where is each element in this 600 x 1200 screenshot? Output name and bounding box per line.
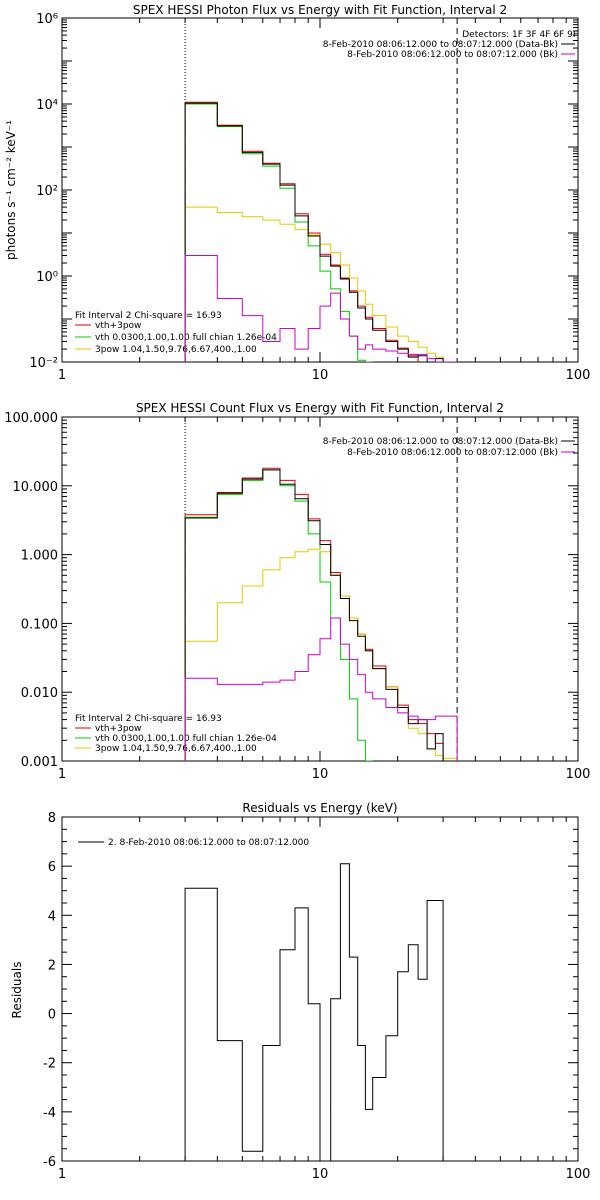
photon-series-data-bk [184,102,444,362]
residuals-y-tick-label: 8 [48,811,56,826]
count-flux-panel: SPEX HESSI Count Flux vs Energy with Fit… [4,401,590,782]
photon-series-3pow [184,206,458,362]
residuals-panel: Residuals vs Energy (keV) Residuals 2. 8… [10,801,590,1182]
photon-fit-legend-thermal: vth 0.0300,1.00,1.00 full chian 1.26e-04 [95,333,277,343]
residuals-legend-label: 2. 8-Feb-2010 08:06:12.000 to 08:07:12.0… [108,838,309,848]
photon-x-tick-label: 1 [58,368,66,383]
count-y-tick-label: 1.000 [21,549,58,564]
count-x-tick-label: 100 [566,767,591,782]
residuals-y-tick-label: -4 [43,1106,56,1121]
photon-series-vth-3pow [184,101,419,362]
count-chart-title: SPEX HESSI Count Flux vs Energy with Fit… [136,401,504,415]
count-y-tick-label: 10.000 [13,480,59,495]
count-series-3pow [184,548,458,761]
count-fit-legend-header: Fit Interval 2 Chi-square = 16.93 [75,714,222,724]
photon-y-tick-label: 10⁴ [36,98,58,113]
photon-legend-bk: 8-Feb-2010 08:06:12.000 to 08:07:12.000 … [347,50,558,60]
photon-fit-legend-powerlaw: 3pow 1.04,1.50,9.76,6.67,400.,1.00 [95,345,257,355]
count-series-data-bk [184,469,444,761]
photon-fit-legend-total: vth+3pow [95,321,141,331]
photon-y-tick-label: 10⁰ [36,270,58,285]
photon-chart-title: SPEX HESSI Photon Flux vs Energy with Fi… [133,3,507,17]
count-series-vth-3pow [184,467,444,761]
count-y-tick-label: 0.010 [21,686,58,701]
photon-y-tick-label: 10² [36,184,58,199]
count-plot-frame [61,416,579,762]
residuals-chart-title: Residuals vs Energy (keV) [242,801,397,815]
residuals-y-tick-label: 0 [48,1008,56,1023]
count-x-tick-label: 1 [58,767,66,782]
photon-series-bk [184,255,458,362]
photon-y-tick-label: 10⁻² [29,356,58,371]
count-legend-data-bk: 8-Feb-2010 08:06:12.000 to 08:07:12.000 … [323,437,558,447]
residuals-y-tick-label: 6 [48,860,56,875]
photon-legend-detectors: Detectors: 1F 3F 4F 6F 9F [462,30,578,40]
count-series-bk [184,617,458,761]
count-y-tick-label: 0.001 [21,755,58,770]
count-legend-bk: 8-Feb-2010 08:06:12.000 to 08:07:12.000 … [347,448,558,458]
residuals-x-tick-label: 10 [312,1167,329,1182]
count-y-tick-label: 0.100 [21,617,58,632]
residuals-y-tick-label: -6 [43,1155,56,1170]
residuals-series-2 [184,863,458,1161]
count-fit-legend-thermal: vth 0.0300,1.00,1.00 full chian 1.26e-04 [95,734,277,744]
residuals-y-tick-label: 2 [48,958,56,973]
residuals-y-tick-label: 4 [48,909,56,924]
residuals-x-tick-label: 1 [58,1167,66,1182]
residuals-y-tick-label: -2 [43,1057,56,1072]
photon-x-tick-label: 10 [312,368,329,383]
photon-series-vth [184,103,373,362]
photon-legend-data-bk: 8-Feb-2010 08:06:12.000 to 08:07:12.000 … [323,40,558,50]
residuals-y-axis-label: Residuals [10,962,24,1019]
photon-flux-panel: SPEX HESSI Photon Flux vs Energy with Fi… [4,3,590,383]
residuals-x-tick-label: 100 [566,1167,591,1182]
count-fit-legend-powerlaw: 3pow 1.04,1.50,9.76,6.67,400.,1.00 [95,744,257,754]
photon-y-axis-label: photons s⁻¹ cm⁻² keV⁻¹ [4,120,18,260]
count-x-tick-label: 10 [312,767,329,782]
photon-y-tick-label: 10⁶ [36,12,58,27]
photon-fit-legend-header: Fit Interval 2 Chi-square = 16.93 [75,311,222,321]
photon-x-tick-label: 100 [566,368,591,383]
count-fit-legend-total: vth+3pow [95,724,141,734]
count-y-tick-label: 100.000 [4,411,58,426]
